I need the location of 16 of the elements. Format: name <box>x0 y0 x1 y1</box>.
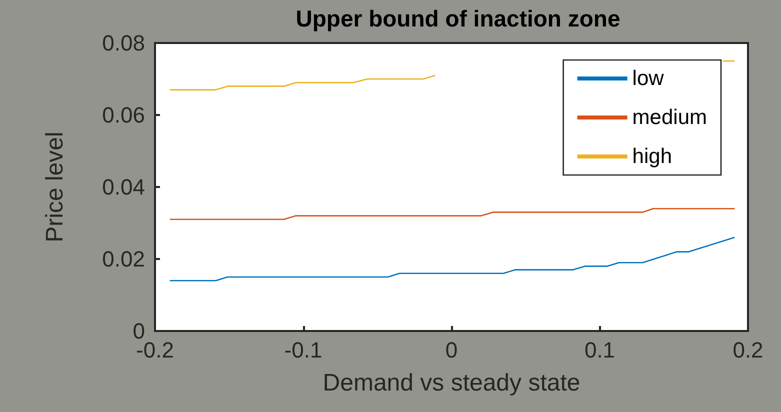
y-tick-label: 0.06 <box>102 102 145 128</box>
legend-label: medium <box>632 106 708 129</box>
x-axis-title: Demand vs steady state <box>322 370 580 396</box>
chart-title: Upper bound of inaction zone <box>296 6 620 32</box>
y-tick-label: 0.04 <box>102 174 145 200</box>
y-axis-title: Price level <box>42 132 68 242</box>
x-tick-label: -0.1 <box>284 338 322 362</box>
x-tick-label: 0 <box>445 338 458 362</box>
legend-label: low <box>632 67 665 90</box>
x-tick-label: 0.1 <box>584 338 616 362</box>
y-tick-label: 0.02 <box>102 246 145 272</box>
y-tick-label: 0.08 <box>102 30 145 56</box>
legend-label: high <box>632 145 672 168</box>
x-tick-label: 0.2 <box>732 338 764 362</box>
line-series <box>169 236 736 282</box>
line-series <box>169 208 736 220</box>
